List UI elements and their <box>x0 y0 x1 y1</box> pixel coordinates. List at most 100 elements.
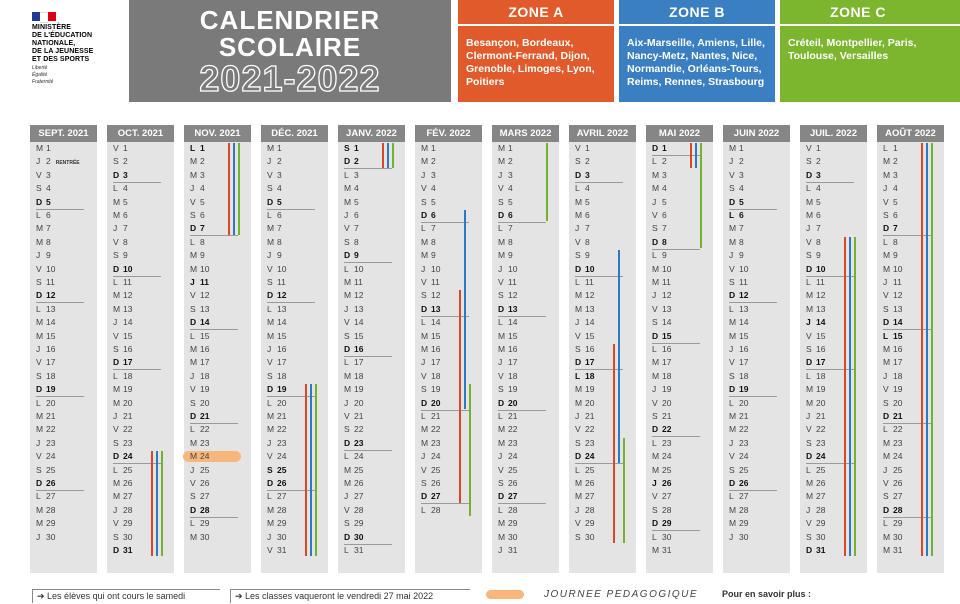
weekday-letter: M <box>421 330 429 341</box>
weekday-letter: D <box>344 531 351 542</box>
day-number: 19 <box>200 384 210 395</box>
vacation-bar-zone-c <box>469 384 471 517</box>
day-cell: S 23 <box>806 437 825 450</box>
day-number: 26 <box>277 478 287 488</box>
week-separator <box>267 302 315 304</box>
weekday-letter: L <box>806 277 811 287</box>
day-cell: S 12 <box>498 289 517 302</box>
day-cell: V 10 <box>36 263 55 276</box>
day-number: 15 <box>123 330 133 341</box>
day-number: 1 <box>585 143 590 153</box>
month-days: M 1 M 2 J 3 V 4 S 5 D 6 L 7 M 8 M 9 J 10 V 11 S 12 D 13 L 14 M 15 M 16 J… <box>415 142 482 573</box>
day-cell: D 26 <box>267 477 286 490</box>
zone-city-line: Toulouse, Versailles <box>788 50 889 62</box>
weekday-letter: S <box>806 344 812 354</box>
day-number: 5 <box>739 196 744 207</box>
weekday-letter: J <box>190 277 195 287</box>
day-number: 26 <box>739 478 749 488</box>
day-number: 18 <box>585 370 595 381</box>
day-number: 11 <box>123 277 132 287</box>
day-cell: S 27 <box>883 490 902 503</box>
weekday-letter: J <box>421 169 426 180</box>
day-cell: M 22 <box>729 423 748 436</box>
day-cell: L 18 <box>113 370 132 383</box>
day-number: 10 <box>354 263 364 274</box>
day-cell: V 29 <box>113 517 132 530</box>
weekday-letter: V <box>36 169 42 180</box>
day-number: 3 <box>46 169 51 180</box>
weekday-letter: M <box>652 545 660 555</box>
weekday-letter: S <box>652 223 658 234</box>
day-cell: L 23 <box>652 437 671 450</box>
weekday-letter: M <box>883 169 891 180</box>
weekday-letter: L <box>729 303 734 314</box>
day-number: 12 <box>585 290 595 301</box>
day-cell: V 29 <box>806 517 825 530</box>
weekday-letter: V <box>729 357 735 368</box>
day-cell: D 19 <box>267 383 286 396</box>
day-number: 11 <box>662 277 671 287</box>
day-cell: V 26 <box>883 477 902 490</box>
day-cell: D 24 <box>806 450 825 463</box>
day-number: 29 <box>585 518 595 529</box>
day-cell: D 31 <box>806 544 825 557</box>
weekday-letter: J <box>36 437 41 448</box>
day-number: 13 <box>354 303 364 314</box>
weekday-letter: S <box>652 411 658 421</box>
zone-divider <box>780 24 960 26</box>
zone-title: ZONE B <box>669 4 725 20</box>
week-separator <box>36 396 84 398</box>
weekday-letter: L <box>36 303 41 314</box>
day-number: 7 <box>431 223 436 234</box>
day-cell: L 10 <box>344 263 363 276</box>
day-cell: L 20 <box>36 397 55 410</box>
day-cell: V 19 <box>883 383 902 396</box>
day-cell: L 11 <box>575 276 594 289</box>
day-cell: S 11 <box>267 276 286 289</box>
weekday-letter: D <box>36 384 43 395</box>
day-number: 10 <box>123 263 133 274</box>
page-title-line2: SCOLAIRE <box>218 32 362 62</box>
weekday-letter: L <box>729 491 734 502</box>
month-days: L 1 M 2 M 3 J 4 V 5 S 6 D 7 L 8 M 9 M 10 J 11 V 12 S 13 D 14 L 15 M 16 M… <box>877 142 944 573</box>
weekday-letter: S <box>421 290 427 301</box>
footer-note-text: Les élèves qui ont cours le samedi <box>47 591 186 601</box>
day-number: 29 <box>123 518 133 529</box>
day-number: 23 <box>816 437 826 448</box>
day-number: 12 <box>662 290 672 301</box>
day-number: 26 <box>508 478 518 488</box>
weekday-letter: D <box>575 357 582 368</box>
day-number: 26 <box>431 478 441 488</box>
weekday-letter: D <box>190 317 197 328</box>
weekday-letter: L <box>806 183 811 194</box>
day-number: 4 <box>662 183 667 194</box>
weekday-letter: L <box>36 491 41 502</box>
weekday-letter: D <box>729 384 736 395</box>
day-cell: L 15 <box>190 330 209 343</box>
day-cell: M 20 <box>806 397 825 410</box>
day-cell: M 24 <box>190 450 209 463</box>
day-cell: D 10 <box>575 263 594 276</box>
weekday-letter: S <box>113 250 119 261</box>
day-cell: L 17 <box>344 356 363 369</box>
weekday-letter: M <box>729 143 737 153</box>
day-cell: M 13 <box>113 303 132 316</box>
day-cell: M 20 <box>575 397 594 410</box>
day-number: 21 <box>585 411 595 421</box>
day-number: 27 <box>46 491 56 502</box>
weekday-letter: J <box>806 317 811 328</box>
weekday-letter: L <box>267 210 272 220</box>
